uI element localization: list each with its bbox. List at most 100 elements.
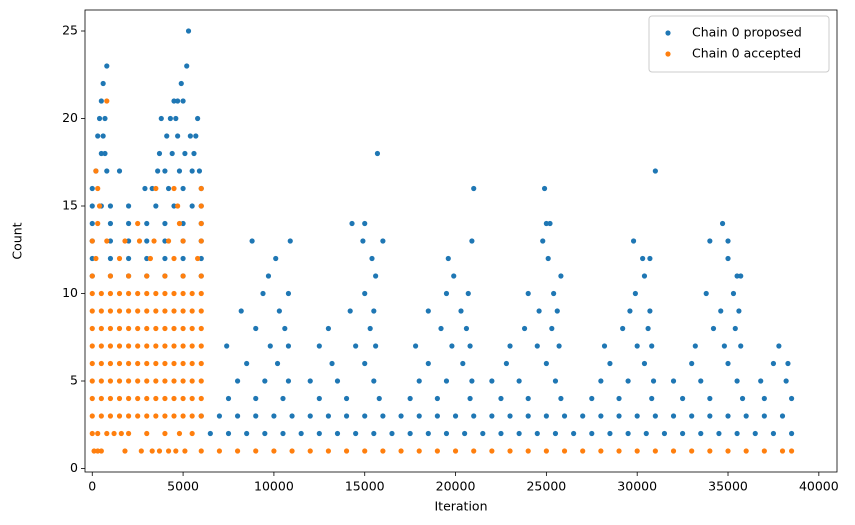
point (776, 343, 782, 349)
point (353, 343, 359, 349)
point (262, 378, 268, 384)
point (734, 273, 740, 279)
point (95, 185, 101, 192)
point (135, 360, 141, 367)
point (652, 168, 658, 174)
point (589, 430, 595, 437)
point (216, 413, 223, 419)
point (260, 290, 266, 297)
point (180, 290, 186, 297)
point (545, 255, 551, 262)
point (571, 430, 577, 437)
point (173, 115, 179, 122)
point (507, 448, 513, 454)
point (362, 290, 368, 297)
point (634, 448, 640, 454)
point (707, 413, 713, 419)
point (171, 360, 177, 367)
point (153, 378, 159, 384)
legend-box (648, 15, 830, 73)
point (125, 413, 132, 419)
point (234, 448, 241, 454)
point (89, 273, 95, 279)
point (471, 448, 477, 454)
point (730, 290, 737, 297)
point (195, 255, 201, 262)
point (167, 115, 173, 122)
point (489, 378, 495, 384)
point (125, 238, 132, 244)
point (98, 343, 104, 349)
point (234, 413, 241, 419)
point (171, 203, 177, 209)
point (489, 448, 495, 454)
point (558, 395, 564, 402)
point (135, 378, 141, 384)
point (770, 430, 777, 437)
point (276, 308, 282, 314)
point (89, 185, 95, 192)
point (116, 290, 123, 297)
point (389, 430, 395, 437)
point (380, 448, 386, 454)
point (144, 343, 150, 349)
point (107, 238, 114, 244)
point (316, 430, 322, 437)
point (153, 325, 159, 332)
point (462, 430, 468, 437)
point (367, 325, 373, 332)
point (647, 308, 653, 314)
point (135, 413, 141, 419)
point (376, 395, 382, 402)
point (360, 238, 366, 244)
point (155, 168, 161, 174)
point (287, 238, 293, 244)
point (634, 413, 640, 419)
point (165, 238, 172, 244)
point (549, 325, 555, 332)
point (743, 448, 749, 454)
point (362, 448, 368, 454)
point (96, 203, 103, 209)
x-tick-label: 0 (88, 479, 96, 494)
point (144, 378, 150, 384)
point (175, 133, 181, 139)
point (371, 430, 377, 437)
point (525, 290, 531, 297)
point (761, 413, 767, 419)
point (334, 378, 341, 384)
point (225, 395, 232, 402)
point (162, 255, 168, 262)
point (434, 413, 440, 419)
point (543, 448, 549, 454)
x-tick-label: 20000 (436, 479, 476, 494)
point (144, 238, 150, 244)
point (116, 308, 123, 314)
point (153, 360, 159, 367)
point (180, 185, 186, 192)
point (443, 430, 450, 437)
point (107, 255, 114, 262)
point (373, 273, 379, 279)
x-tick-label: 40000 (799, 479, 839, 494)
point (616, 395, 622, 402)
point (198, 273, 204, 279)
point (162, 238, 168, 244)
point (554, 308, 560, 314)
point (285, 290, 292, 297)
point (452, 448, 459, 454)
point (507, 413, 513, 419)
point (182, 448, 188, 454)
point (425, 308, 431, 314)
point (680, 395, 686, 402)
point (271, 448, 277, 454)
point (193, 133, 199, 139)
point (162, 378, 168, 384)
point (425, 430, 431, 437)
point (480, 430, 486, 437)
point (362, 220, 368, 227)
point (149, 185, 155, 192)
point (380, 238, 386, 244)
point (412, 343, 419, 349)
point (738, 343, 744, 349)
